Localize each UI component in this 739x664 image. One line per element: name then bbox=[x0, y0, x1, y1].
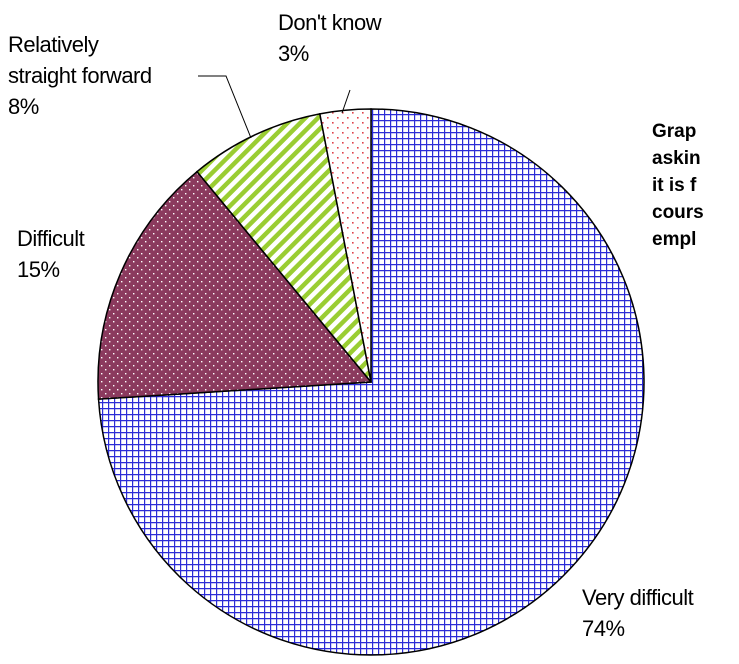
slice-value-label: 15% bbox=[17, 257, 60, 282]
side-text-line: empl bbox=[652, 229, 697, 250]
slice-value-label: 3% bbox=[278, 41, 309, 66]
slice-name-label: Difficult bbox=[17, 226, 85, 251]
pie-slice-relatively-straight-forward bbox=[195, 112, 372, 383]
pie-slice-don-t-know bbox=[318, 108, 372, 383]
slice-name-label: Don't know bbox=[278, 10, 382, 35]
slice-value-label: 74% bbox=[582, 616, 625, 641]
side-text: Grap askin it is f cours empl bbox=[652, 118, 739, 253]
slice-name-label: straight forward bbox=[8, 63, 152, 88]
leader-line-relatively-straight-forward bbox=[198, 75, 252, 139]
side-text-line: askin bbox=[652, 148, 701, 169]
leader-line-dont-know bbox=[341, 89, 351, 114]
side-text-line: cours bbox=[652, 202, 704, 223]
side-text-line: it is f bbox=[652, 175, 697, 196]
pie-slice-difficult bbox=[97, 170, 373, 400]
slice-name-label: Very difficult bbox=[582, 585, 694, 610]
slice-value-label: 8% bbox=[8, 94, 39, 119]
side-text-line: Grap bbox=[652, 121, 697, 142]
slice-name-label: Relatively bbox=[8, 32, 99, 57]
